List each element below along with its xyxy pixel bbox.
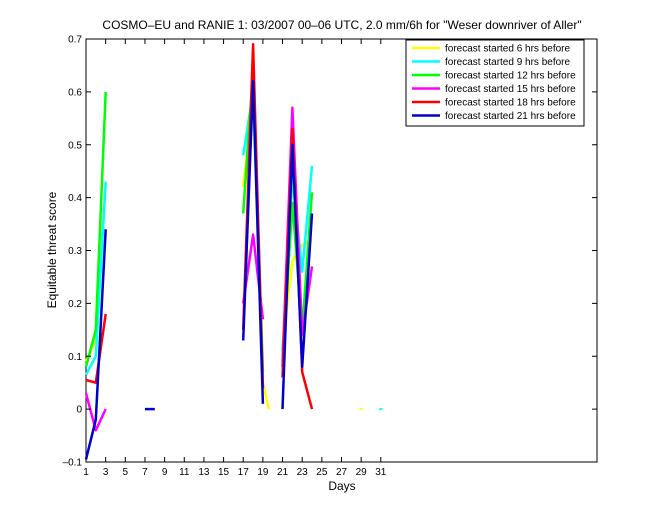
x-tick-label: 11 (179, 467, 190, 478)
legend-entry: forecast started 21 hrs before (445, 111, 576, 122)
series-6 (84, 80, 314, 460)
x-tick-label: 19 (257, 467, 269, 478)
series-line (84, 91, 107, 368)
legend-entry: forecast started 18 hrs before (445, 98, 576, 109)
y-tick-label: 0.2 (68, 299, 82, 310)
y-tick-label: 0.3 (68, 246, 82, 257)
x-tick-label: 15 (218, 467, 230, 478)
x-tick-label: 7 (142, 467, 148, 478)
x-tick-label: 17 (238, 467, 250, 478)
x-tick-label: 27 (336, 467, 348, 478)
legend-entry: forecast started 12 hrs before (445, 71, 576, 82)
series-line (241, 80, 265, 404)
y-tick-label: 0.5 (68, 140, 82, 151)
x-tick-label: 31 (375, 467, 387, 478)
y-tick-label: 0 (76, 405, 82, 416)
y-tick-label: –0.1 (63, 458, 83, 469)
legend-entry: forecast started 6 hrs before (445, 44, 571, 55)
axis-ticks: 1 3 5 7 9 11 13 15 17 19 21 23 25 27 29 31–0.100.10.20.… (63, 35, 597, 478)
x-tick-label: 5 (123, 467, 129, 478)
y-tick-label: 0.7 (68, 35, 82, 46)
series-line (85, 313, 107, 384)
legend-box (405, 39, 585, 127)
legend-entry: forecast started 15 hrs before (445, 84, 576, 95)
series-line (84, 181, 107, 376)
x-axis-label: Days (328, 479, 355, 493)
y-tick-label: 0.1 (68, 352, 82, 363)
series-line (84, 392, 107, 432)
x-tick-label: 1 (83, 467, 89, 478)
legend-entry: forecast started 9 hrs before (445, 57, 571, 68)
x-tick-label: 13 (198, 467, 210, 478)
x-tick-label: 21 (277, 467, 289, 478)
x-tick-label: 29 (356, 467, 368, 478)
series-line (281, 143, 314, 410)
x-tick-label: 9 (162, 467, 168, 478)
x-tick-label: 23 (297, 467, 309, 478)
y-tick-label: 0.6 (68, 87, 82, 98)
x-tick-label: 3 (103, 467, 109, 478)
legend: forecast started 6 hrs before forecast st… (405, 39, 585, 127)
y-tick-label: 0.4 (68, 193, 82, 204)
chart-title: COSMO–EU and RANIE 1: 03/2007 00–06 UTC,… (102, 18, 581, 32)
y-axis-label: Equitable threat score (45, 191, 59, 308)
series-line (84, 229, 107, 460)
series-layer (84, 43, 383, 460)
x-tick-label: 25 (316, 467, 328, 478)
